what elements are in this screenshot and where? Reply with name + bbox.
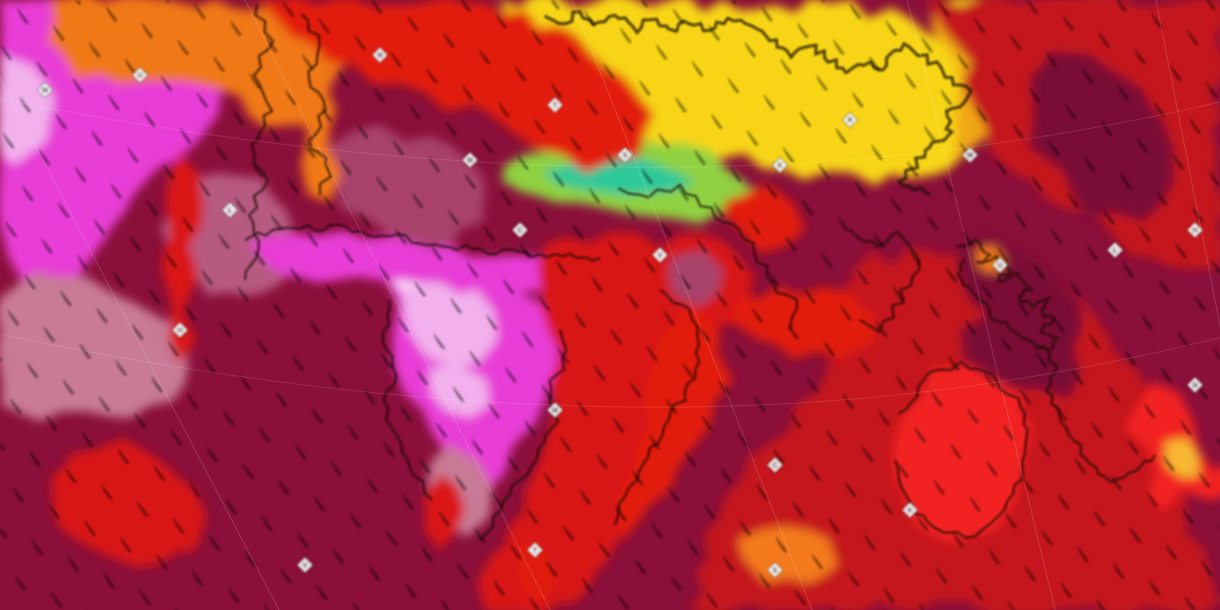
svg-text:H: H: [177, 328, 182, 335]
svg-text:V: V: [658, 253, 663, 260]
svg-text:T: T: [533, 548, 538, 555]
svg-text:W: W: [967, 153, 974, 160]
svg-text:U: U: [997, 263, 1002, 270]
svg-text:T: T: [553, 103, 558, 110]
svg-text:K: K: [907, 508, 912, 515]
svg-text:S: S: [773, 568, 778, 575]
svg-text:S: S: [623, 153, 628, 160]
svg-text:U: U: [137, 73, 142, 80]
svg-text:K: K: [777, 163, 782, 170]
svg-text:L: L: [1113, 248, 1118, 255]
svg-text:N: N: [377, 53, 382, 60]
svg-text:N: N: [1192, 383, 1197, 390]
svg-text:R: R: [847, 118, 852, 125]
svg-text:C: C: [517, 228, 522, 235]
svg-text:H: H: [1192, 228, 1197, 235]
svg-text:M: M: [467, 158, 473, 165]
svg-text:W: W: [42, 88, 49, 95]
svg-text:C: C: [772, 463, 777, 470]
svg-text:V: V: [303, 563, 308, 570]
svg-text:L: L: [228, 208, 233, 215]
svg-text:M: M: [552, 408, 558, 415]
